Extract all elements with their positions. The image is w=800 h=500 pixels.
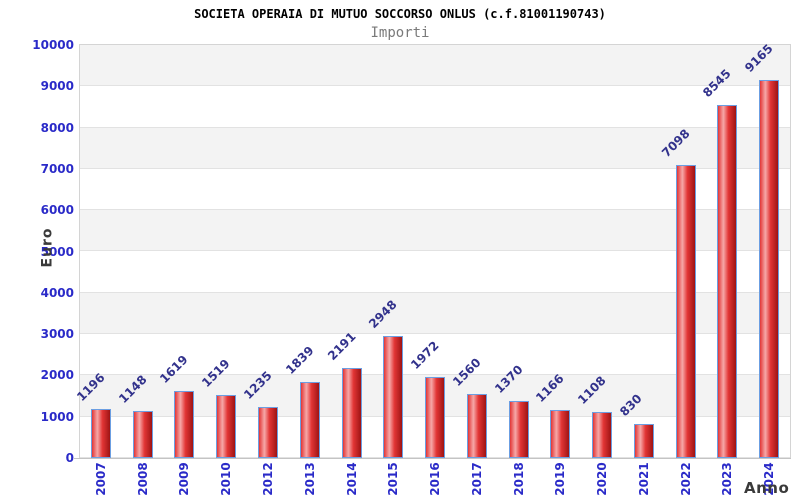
y-tick-label: 3000	[40, 327, 74, 342]
grid-band	[80, 292, 790, 335]
y-tick-label: 2000	[40, 368, 74, 383]
x-tick-label: 2018	[511, 462, 526, 496]
bar	[90, 408, 111, 458]
y-tick-label: 6000	[40, 203, 74, 218]
bar	[759, 79, 780, 458]
y-tick-label: 8000	[40, 120, 74, 135]
bar	[299, 382, 320, 458]
x-tick-label: 2012	[260, 462, 275, 496]
grid-band	[80, 86, 790, 128]
bar	[717, 105, 738, 458]
x-tick-label: 2008	[135, 462, 150, 496]
x-tick-label: 2017	[469, 462, 484, 496]
bar	[675, 164, 696, 458]
bar	[257, 407, 278, 458]
x-tick-label: 2019	[553, 462, 568, 496]
y-tick-label: 10000	[32, 38, 74, 52]
bar	[466, 393, 487, 458]
bar	[341, 367, 362, 458]
bar	[425, 376, 445, 458]
y-tick-label: 7000	[40, 161, 74, 176]
y-axis-title: Euro	[39, 227, 56, 268]
x-tick-label: 2013	[302, 462, 317, 496]
x-tick-label: 2014	[344, 462, 359, 496]
x-tick-label: 2021	[636, 462, 651, 496]
x-tick-label: 2007	[93, 462, 108, 496]
x-tick-label: 2020	[595, 462, 610, 496]
bar	[174, 391, 195, 458]
x-tick-label: 2023	[720, 462, 735, 496]
y-tick-label: 5000	[40, 244, 74, 259]
y-tick-label: 1000	[40, 409, 74, 424]
chart-subtitle: Importi	[370, 25, 430, 41]
bar	[633, 423, 654, 458]
x-tick-label: 2016	[428, 462, 442, 496]
grid-band	[80, 210, 790, 252]
x-axis-line	[74, 458, 791, 459]
y-tick-label: 4000	[40, 285, 74, 300]
x-tick-label: 2022	[678, 462, 693, 496]
x-tick-label: 2010	[219, 462, 234, 496]
grid-band	[80, 251, 790, 293]
chart-title: SOCIETA OPERAIA DI MUTUO SOCCORSO ONLUS …	[194, 7, 606, 21]
y-tick-label: 9000	[40, 79, 74, 94]
bar	[550, 409, 571, 458]
x-tick-label: 2009	[177, 462, 192, 496]
bar	[383, 336, 404, 458]
bar	[508, 401, 529, 458]
y-tick-label: 0	[65, 451, 74, 465]
grid-band	[80, 168, 790, 211]
grid-band	[80, 334, 790, 376]
plot-area: 1196 1148 1619 1519 1235 1839 2191 2948 1972 1560…	[74, 41, 791, 459]
bar	[132, 410, 153, 458]
grid-band	[80, 45, 790, 87]
bar	[592, 412, 613, 458]
bar	[216, 395, 237, 458]
grid-band	[80, 127, 790, 169]
x-tick-label: 2015	[386, 462, 401, 496]
x-axis-title: Anno	[744, 479, 790, 497]
